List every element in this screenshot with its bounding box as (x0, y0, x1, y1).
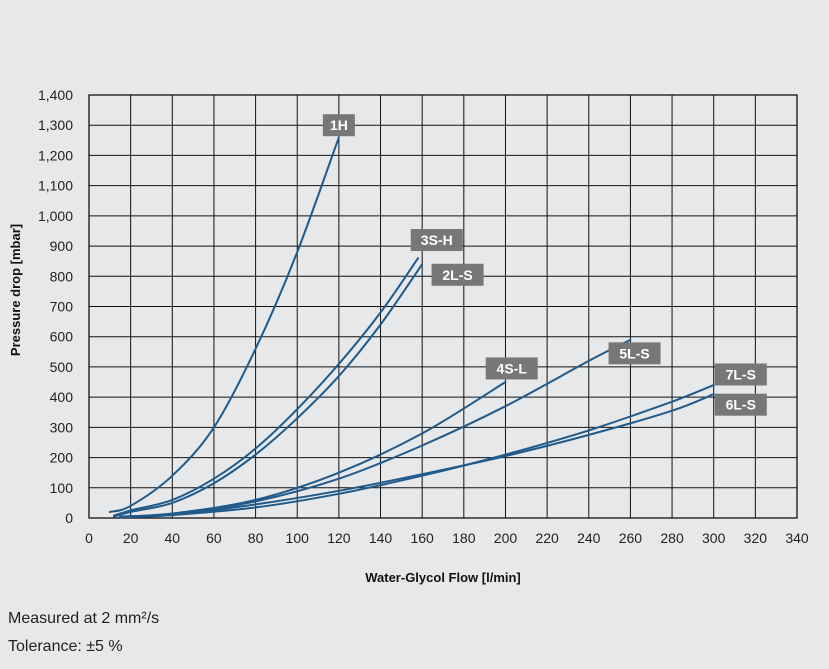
series-label-box (485, 357, 538, 380)
y-tick-label: 1,000 (38, 208, 73, 224)
x-tick-label: 320 (744, 530, 768, 546)
series-labels: 1H 3S-H 2L-S 4S-L 5L-S 7L-S 6L-S (322, 114, 767, 416)
x-tick-label: 100 (286, 530, 310, 546)
series-label-text: 4S-L (497, 360, 528, 376)
series-line-3s-h (113, 257, 419, 517)
y-tick-label: 1,200 (38, 147, 73, 163)
x-tick-label: 40 (165, 530, 181, 546)
series-label-1h: 1H (322, 114, 355, 137)
x-tick-labels: 0 20 40 60 80 100 120 140 160 180 200 220 240 260 280 3… (85, 530, 809, 546)
y-tick-label: 900 (50, 238, 74, 254)
series-label-box (322, 114, 355, 137)
series-line-1h (108, 136, 340, 513)
x-tick-label: 120 (327, 530, 351, 546)
series-label-3s-h: 3S-H (410, 229, 463, 252)
viscosity-note: Measured at 2 mm²/s (8, 610, 160, 627)
series-line-7l-s (119, 384, 715, 519)
y-tick-label: 1,300 (38, 117, 73, 133)
x-tick-label: 180 (452, 530, 476, 546)
y-tick-label: 0 (65, 510, 73, 526)
series-label-text: 2L-S (442, 267, 472, 283)
series-label-box (410, 229, 463, 252)
x-tick-label: 280 (660, 530, 684, 546)
x-tick-label: 240 (577, 530, 601, 546)
y-tick-label: 700 (50, 299, 74, 315)
series-line-2l-s (113, 263, 424, 518)
chart-series (108, 136, 715, 519)
series-label-7l-s: 7L-S (714, 363, 767, 386)
y-tick-labels: 0 100 200 300 400 500 600 700 800 900 1,000 1,100 1,… (38, 87, 73, 526)
series-label-4s-l: 4S-L (485, 357, 538, 380)
y-tick-label: 300 (50, 419, 74, 435)
pressure-drop-chart: 0 20 40 60 80 100 120 140 160 180 200 220 240 260 280 3… (8, 87, 809, 585)
series-label-box (431, 263, 484, 286)
y-tick-label: 600 (50, 329, 74, 345)
x-tick-label: 20 (123, 530, 139, 546)
series-line-6l-s (119, 393, 715, 519)
y-tick-label: 1,100 (38, 178, 73, 194)
series-label-6l-s: 6L-S (714, 393, 767, 416)
chart-grid (88, 94, 798, 519)
tolerance-note: Tolerance: ±5 % (8, 638, 123, 655)
x-tick-label: 220 (535, 530, 559, 546)
y-tick-label: 200 (50, 450, 74, 466)
series-label-text: 7L-S (726, 366, 756, 382)
y-axis-title: Pressure drop [mbar] (8, 224, 23, 356)
series-label-2l-s: 2L-S (431, 263, 484, 286)
x-tick-label: 300 (702, 530, 726, 546)
series-label-text: 5L-S (619, 345, 649, 361)
x-tick-label: 200 (494, 530, 518, 546)
series-label-box (714, 393, 767, 416)
y-tick-label: 500 (50, 359, 74, 375)
x-tick-label: 140 (369, 530, 393, 546)
x-tick-label: 0 (85, 530, 93, 546)
x-tick-label: 60 (206, 530, 222, 546)
x-tick-label: 260 (619, 530, 643, 546)
series-label-box (608, 342, 661, 365)
y-tick-label: 1,400 (38, 87, 73, 103)
x-tick-label: 160 (410, 530, 434, 546)
x-tick-label: 80 (248, 530, 264, 546)
y-tick-label: 400 (50, 389, 74, 405)
x-tick-label: 340 (785, 530, 809, 546)
series-label-text: 3S-H (421, 232, 453, 248)
series-label-5l-s: 5L-S (608, 342, 661, 365)
x-axis-title: Water-Glycol Flow [l/min] (365, 570, 521, 585)
series-label-text: 1H (330, 117, 348, 133)
y-tick-label: 100 (50, 480, 74, 496)
series-label-text: 6L-S (726, 397, 756, 413)
series-label-box (714, 363, 767, 386)
y-tick-label: 800 (50, 268, 74, 284)
